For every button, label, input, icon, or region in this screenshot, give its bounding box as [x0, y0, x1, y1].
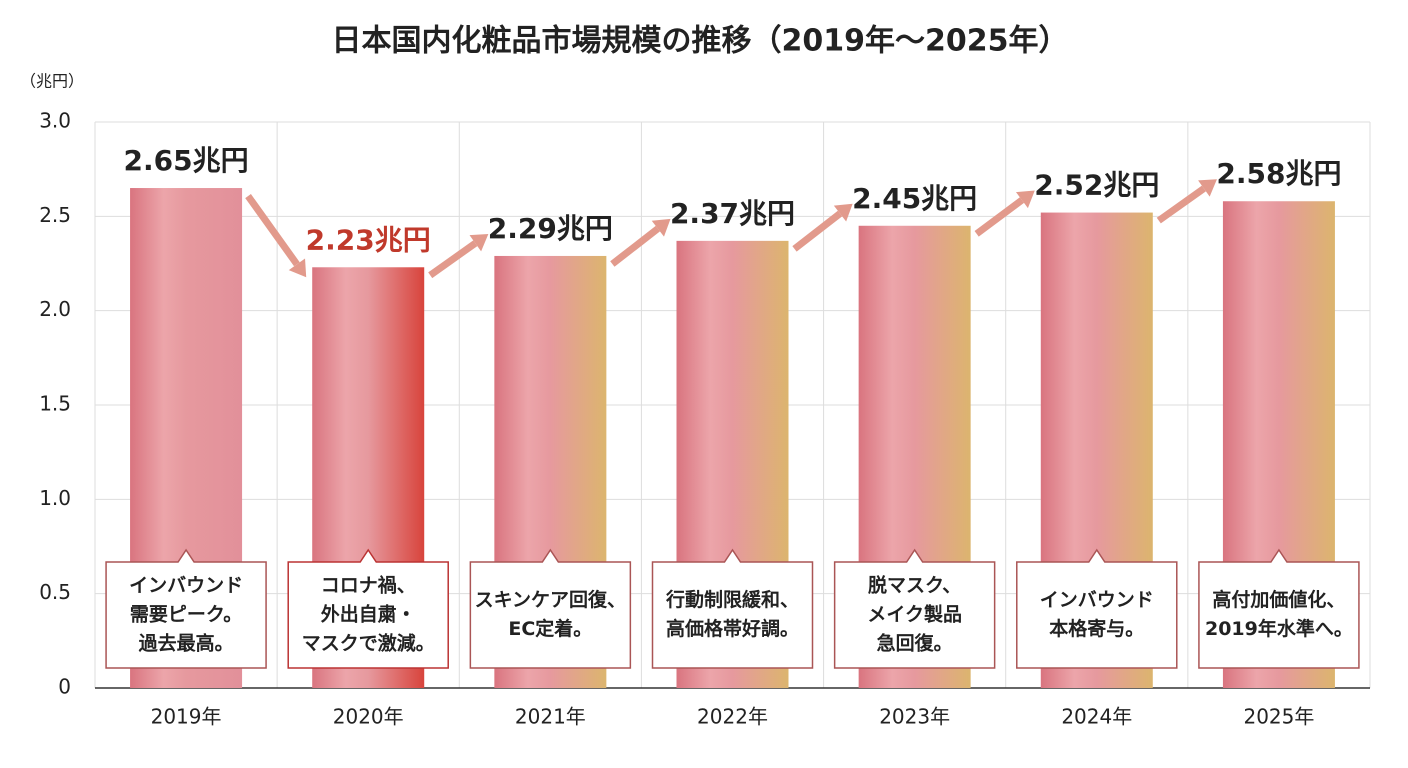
value-label: 2.29兆円 — [488, 212, 613, 245]
x-tick-label: 2022年 — [697, 705, 768, 729]
annotation-text: 行動制限緩和、 — [665, 588, 799, 611]
y-tick-label: 3.0 — [39, 109, 71, 133]
x-tick-label: 2021年 — [515, 705, 586, 729]
trend-arrow-head — [469, 233, 489, 252]
chart-title: 日本国内化粧品市場規模の推移（2019年〜2025年） — [332, 24, 1069, 59]
value-label: 2.65兆円 — [124, 144, 249, 177]
annotation-text: 2019年水準へ。 — [1205, 617, 1353, 640]
annotation-text: 過去最高。 — [139, 632, 234, 655]
y-tick-label: 0.5 — [39, 580, 71, 604]
x-tick-label: 2025年 — [1243, 705, 1314, 729]
trend-arrow-head — [833, 203, 853, 222]
annotation-text: 外出自粛・ — [321, 603, 416, 626]
annotation-box — [287, 548, 449, 669]
x-tick-label: 2023年 — [879, 705, 950, 729]
annotation-text: インバウンド — [1040, 589, 1154, 611]
annotation-box — [833, 548, 996, 669]
y-axis-label: （兆円） — [20, 72, 84, 91]
y-tick-label: 1.0 — [39, 486, 71, 510]
trend-arrow — [245, 193, 300, 267]
annotation-text: EC定着。 — [508, 617, 592, 640]
annotation-text: 高付加価値化、 — [1212, 588, 1345, 611]
value-label: 2.37兆円 — [670, 197, 795, 230]
trend-arrow-head — [1015, 190, 1035, 209]
annotation-box — [1198, 548, 1360, 669]
y-tick-label: 2.0 — [39, 297, 71, 321]
value-label: 2.45兆円 — [852, 182, 977, 215]
annotation-text: メイク製品 — [867, 604, 962, 626]
y-tick-label: 0 — [58, 675, 71, 699]
trend-arrow — [610, 225, 661, 267]
trend-arrow — [428, 240, 478, 279]
value-label: 2.58兆円 — [1216, 157, 1341, 190]
annotation-text: インバウンド — [129, 575, 243, 597]
value-label: 2.52兆円 — [1034, 169, 1159, 202]
trend-arrow-head — [288, 258, 307, 278]
annotation-text: コロナ禍、 — [321, 574, 416, 597]
annotation-box — [469, 548, 632, 669]
trend-arrow-head — [651, 218, 671, 237]
annotation-text: 脱マスク、 — [868, 574, 961, 597]
trend-arrow — [1156, 185, 1206, 224]
trend-arrow-head — [1198, 179, 1217, 197]
y-tick-label: 2.5 — [39, 203, 71, 227]
value-label: 2.23兆円 — [306, 223, 431, 256]
x-tick-label: 2019年 — [151, 705, 222, 729]
annotation-text: スキンケア回復、 — [475, 588, 626, 611]
y-tick-label: 1.5 — [39, 392, 71, 416]
annotation-text: 需要ピーク。 — [130, 604, 242, 626]
annotation-box — [1016, 548, 1178, 669]
annotation-text: 急回復。 — [877, 632, 953, 655]
trend-arrow — [792, 210, 843, 252]
annotation-text: 高価格帯好調。 — [666, 617, 799, 640]
trend-arrow — [974, 197, 1025, 237]
annotation-text: マスクで激減。 — [302, 632, 435, 655]
annotation-box — [651, 548, 814, 669]
x-tick-label: 2024年 — [1061, 705, 1132, 729]
annotation-text: 本格寄与。 — [1049, 617, 1144, 640]
annotation-box — [105, 548, 267, 669]
x-tick-label: 2020年 — [333, 705, 404, 729]
